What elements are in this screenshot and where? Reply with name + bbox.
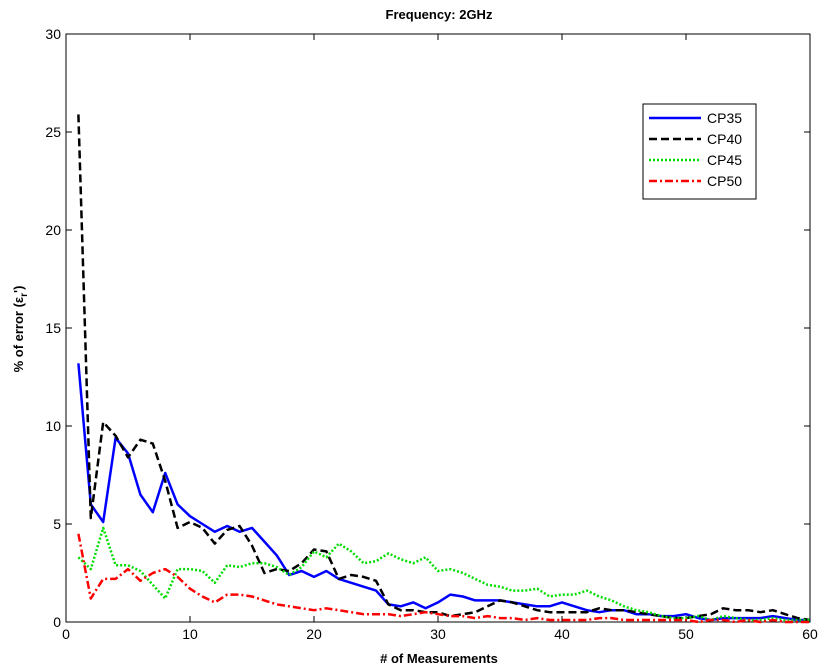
- y-tick-label: 20: [45, 222, 61, 238]
- y-tick-label: 0: [53, 614, 61, 630]
- x-tick-label: 60: [802, 626, 818, 642]
- y-tick-label: 25: [45, 124, 61, 140]
- y-tick-label: 10: [45, 418, 61, 434]
- legend-label-cp40: CP40: [707, 131, 742, 147]
- x-tick-label: 20: [306, 626, 322, 642]
- legend: CP35 CP40 CP45 CP50: [642, 103, 757, 200]
- series-line-cp45: [77, 526, 810, 622]
- legend-box: [642, 103, 757, 200]
- legend-label-cp45: CP45: [707, 152, 742, 168]
- legend-label-cp50: CP50: [707, 173, 742, 189]
- y-tick-label: 5: [53, 516, 61, 532]
- x-axis-label: # of Measurements: [380, 651, 498, 666]
- y-tick-label: 30: [45, 26, 61, 42]
- y-tick-label: 15: [45, 320, 61, 336]
- chart-title: Frequency: 2GHz: [386, 7, 493, 22]
- x-tick-label: 40: [554, 626, 570, 642]
- x-tick-label: 50: [678, 626, 694, 642]
- series-line-cp50: [77, 533, 810, 624]
- series-line-cp35: [77, 363, 810, 622]
- x-tick-label: 30: [430, 626, 446, 642]
- y-axis-label: % of error (εr'): [11, 286, 30, 373]
- x-tick-label: 0: [62, 626, 70, 642]
- plot-area: 0 10 20 30 40 50 60 0 5 10 15 20 25 30: [45, 26, 818, 642]
- legend-label-cp35: CP35: [707, 110, 742, 126]
- series-line-cp40: [77, 114, 811, 622]
- x-tick-label: 10: [182, 626, 198, 642]
